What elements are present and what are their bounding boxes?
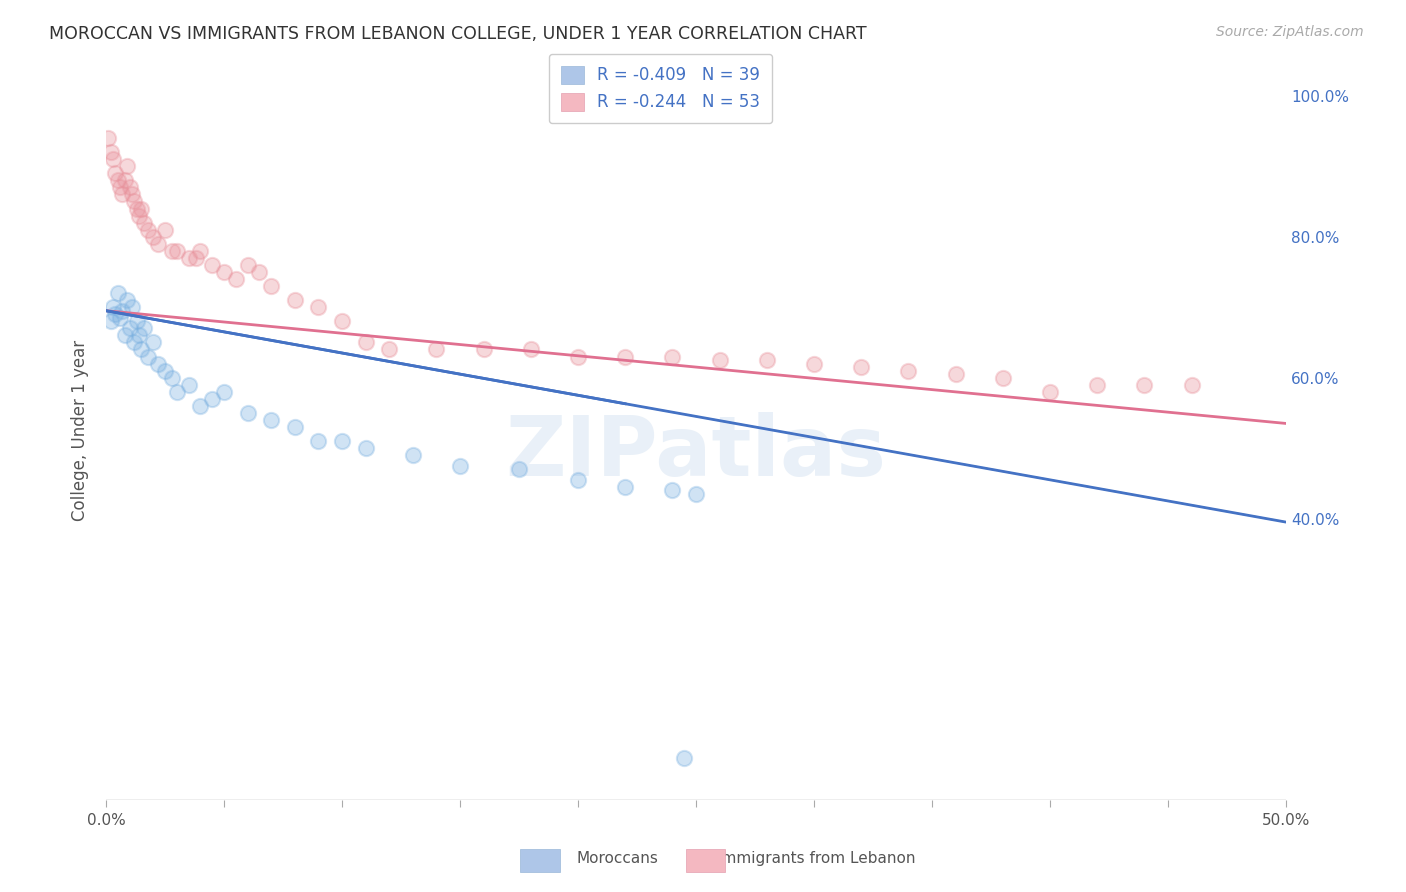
Point (118, 321, 141, 335)
Point (260, 413, 283, 427)
Point (755, 353, 778, 368)
Point (132, 216, 155, 230)
Point (508, 462, 530, 476)
Point (114, 173, 136, 187)
Point (97, 131, 120, 145)
Point (100, 145, 122, 160)
Point (212, 265, 235, 279)
Point (247, 265, 270, 279)
Point (131, 202, 153, 216)
Point (131, 343, 153, 357)
Point (108, 310, 131, 325)
Point (188, 244, 211, 258)
Point (201, 392, 224, 406)
Point (897, 363, 920, 377)
Point (991, 370, 1014, 384)
Point (614, 350, 637, 364)
Point (166, 384, 188, 399)
Point (108, 180, 131, 194)
Point (307, 300, 329, 314)
Point (709, 353, 731, 368)
Y-axis label: College, Under 1 year: College, Under 1 year (72, 340, 89, 521)
Point (114, 328, 136, 343)
Point (104, 166, 127, 180)
Point (284, 420, 307, 434)
Point (685, 487, 707, 501)
Point (378, 343, 401, 357)
Point (160, 370, 183, 384)
Point (236, 406, 259, 420)
Point (1085, 377, 1108, 392)
Point (425, 343, 447, 357)
Point (661, 483, 683, 498)
Point (673, 751, 696, 765)
Text: Immigrants from Lebanon: Immigrants from Lebanon (717, 851, 915, 865)
Point (225, 272, 247, 286)
Point (122, 194, 145, 209)
Point (101, 152, 124, 166)
Point (177, 377, 200, 392)
Point (146, 357, 169, 371)
Point (1133, 377, 1156, 392)
Text: Moroccans: Moroccans (576, 851, 658, 865)
Point (138, 222, 160, 236)
Point (125, 314, 148, 328)
Point (101, 300, 124, 314)
Point (184, 251, 207, 265)
Point (945, 367, 967, 381)
Point (354, 441, 377, 455)
Text: ZIPatlas: ZIPatlas (505, 412, 886, 493)
Point (138, 350, 160, 364)
Point (142, 229, 165, 244)
Point (160, 244, 183, 258)
Point (260, 279, 283, 293)
Point (104, 307, 127, 321)
Point (849, 360, 872, 375)
Point (188, 399, 211, 413)
Point (115, 159, 138, 173)
Point (472, 343, 495, 357)
Point (166, 244, 188, 258)
Point (354, 335, 377, 350)
Point (661, 350, 683, 364)
Point (128, 328, 150, 343)
Point (236, 258, 259, 272)
Point (153, 363, 176, 377)
Point (118, 180, 141, 194)
Point (402, 448, 425, 462)
Point (330, 314, 353, 328)
Point (449, 458, 471, 473)
Point (177, 251, 200, 265)
Point (146, 236, 169, 251)
Point (803, 357, 825, 371)
Point (614, 480, 637, 494)
Point (107, 173, 129, 187)
Point (142, 335, 165, 350)
Point (121, 187, 143, 202)
Point (100, 314, 122, 328)
Point (519, 343, 541, 357)
Point (567, 473, 589, 487)
Point (111, 187, 134, 202)
Point (212, 384, 235, 399)
Point (122, 335, 145, 350)
Point (125, 202, 148, 216)
Point (111, 303, 134, 318)
Text: Source: ZipAtlas.com: Source: ZipAtlas.com (1216, 25, 1364, 39)
Point (307, 434, 329, 448)
Point (330, 434, 353, 448)
Point (1039, 384, 1062, 399)
Point (201, 258, 224, 272)
Point (284, 293, 307, 307)
Point (128, 209, 150, 223)
Text: MOROCCAN VS IMMIGRANTS FROM LEBANON COLLEGE, UNDER 1 YEAR CORRELATION CHART: MOROCCAN VS IMMIGRANTS FROM LEBANON COLL… (49, 25, 868, 43)
Point (107, 286, 129, 301)
Point (567, 350, 589, 364)
Point (121, 300, 143, 314)
Point (1180, 377, 1202, 392)
Point (132, 321, 155, 335)
Legend: R = -0.409   N = 39, R = -0.244   N = 53: R = -0.409 N = 39, R = -0.244 N = 53 (548, 54, 772, 123)
Point (115, 293, 138, 307)
Point (153, 222, 176, 236)
